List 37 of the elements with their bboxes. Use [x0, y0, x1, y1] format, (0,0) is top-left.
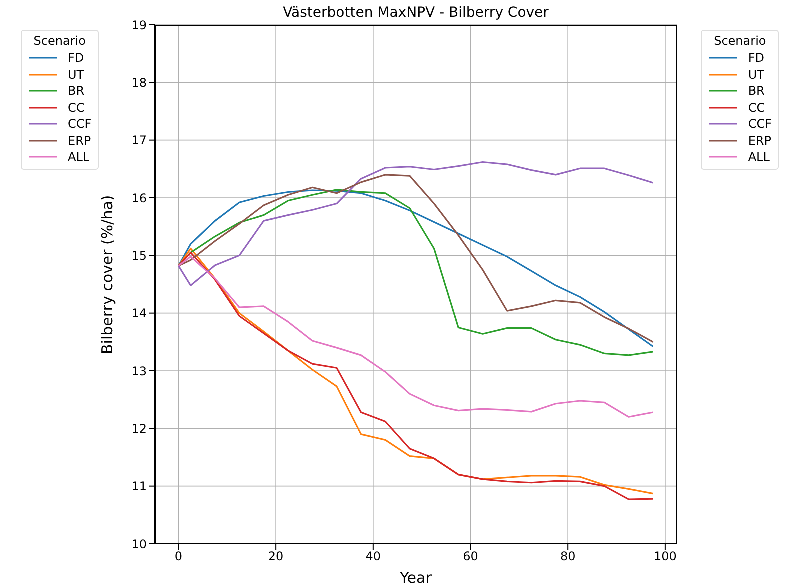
text: ALL: [748, 150, 770, 164]
y-tick-label: 18: [132, 76, 147, 90]
text: CC: [748, 100, 766, 115]
legend-label: UT: [68, 68, 84, 82]
text: CCF: [748, 117, 772, 132]
text: UT: [748, 68, 764, 82]
y-tick-label: 12: [132, 422, 147, 436]
x-tick-label: 0: [174, 550, 183, 564]
y-tick-label: 15: [132, 248, 147, 263]
text: FD: [748, 51, 764, 66]
y-tick-label: 17: [132, 134, 147, 148]
y-tick-label: 16: [132, 191, 147, 206]
text: ERP: [748, 134, 772, 148]
legend-label: CC: [68, 100, 85, 115]
legend-label: ALL: [68, 150, 90, 164]
legend-label: FD: [68, 51, 84, 66]
legend-label: CCF: [68, 117, 92, 132]
line-series: [178, 256, 654, 418]
legend-label: BR: [68, 84, 85, 98]
x-tick-label: 80: [560, 550, 576, 564]
x-axis-title: Year: [399, 569, 433, 583]
text: BR: [748, 84, 765, 98]
y-tick-label: 19: [132, 18, 147, 32]
line-series: [178, 161, 654, 286]
legend-label: ERP: [68, 134, 92, 148]
y-tick-label: 14: [132, 306, 147, 321]
y-tick-label: 13: [132, 364, 147, 378]
chart-title: Västerbotten MaxNPV - Bilberry Cover: [282, 5, 550, 21]
legend-title: Scenario: [713, 34, 768, 48]
x-tick-label: 40: [366, 550, 382, 564]
y-axis-title: Bilberry cover (%/ha): [98, 195, 116, 354]
y-tick-label: 10: [132, 537, 147, 552]
y-tick-label: 11: [132, 480, 147, 494]
text: Scenario: [34, 34, 86, 48]
x-tick-label: 100: [654, 550, 677, 564]
x-tick-label: 60: [463, 550, 478, 564]
x-tick-label: 20: [268, 550, 284, 564]
